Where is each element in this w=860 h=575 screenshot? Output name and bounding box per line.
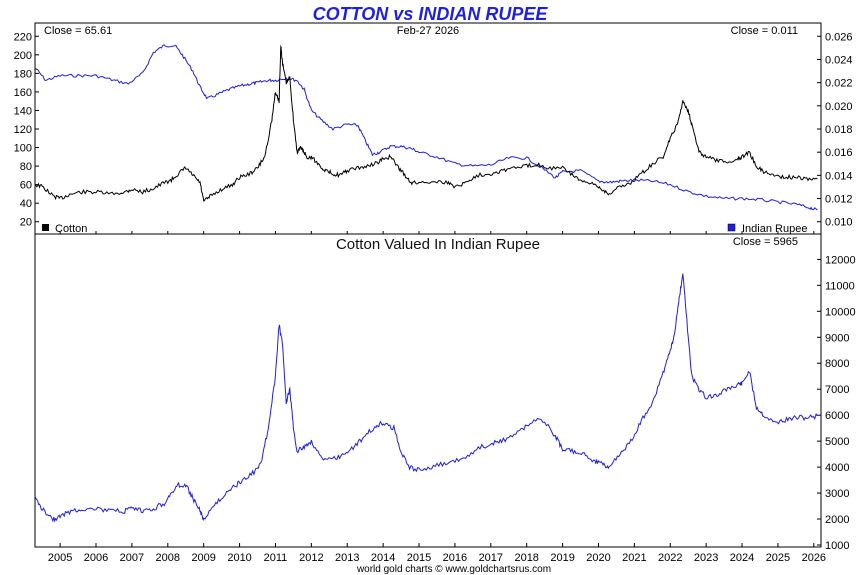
top-right-tick-label: 0.024 [825, 54, 853, 66]
legend-swatch-rupee [727, 223, 736, 232]
top-left-tick-label: 200 [14, 50, 32, 62]
bottom-right-tick-label: 8000 [825, 358, 849, 370]
x-tick-label: 2017 [479, 552, 503, 564]
x-tick-label: 2007 [120, 552, 144, 564]
footer-credit: world gold charts © www.goldchartsrus.co… [356, 564, 551, 575]
x-tick-label: 2025 [766, 552, 790, 564]
top-right-tick-label: 0.014 [825, 170, 853, 182]
bottom-right-tick-label: 9000 [825, 332, 849, 344]
bottom-right-axis: 1000 2000 3000 4000 5000 6000 7000 8000 9000 1000… [817, 254, 856, 552]
series-line-cotton-in-rupee [34, 273, 818, 523]
top-left-tick-label: 80 [20, 161, 32, 173]
top-right-tick-label: 0.010 [825, 217, 853, 229]
x-tick-label: 2023 [694, 552, 718, 564]
top-left-axis: 20 40 60 80 100 120 140 160 180 200 220 [14, 31, 39, 229]
x-tick-label: 2022 [658, 552, 682, 564]
bottom-close-right: Close = 5965 [733, 236, 798, 248]
x-tick-label: 2005 [48, 552, 72, 564]
series-group [34, 44, 818, 523]
bottom-right-tick-label: 1000 [825, 540, 849, 552]
top-left-tick-label: 180 [14, 68, 32, 80]
top-panel-frame [34, 22, 822, 235]
legend-label-rupee: Indian Rupee [742, 223, 807, 235]
x-axis: 2005 2006 2007 2008 2009 2010 2011 2012 2013 2014… [48, 231, 826, 564]
x-tick-label: 2008 [156, 552, 180, 564]
legend-label-cotton: Cotton [55, 223, 87, 235]
bottom-right-tick-label: 12000 [825, 254, 856, 266]
top-right-tick-label: 0.026 [825, 31, 853, 43]
top-close-left: Close = 65.61 [44, 25, 112, 37]
top-right-tick-label: 0.020 [825, 101, 853, 113]
x-tick-label: 2024 [730, 552, 754, 564]
top-left-tick-label: 40 [20, 198, 32, 210]
bottom-right-tick-label: 10000 [825, 306, 856, 318]
x-tick-label: 2021 [622, 552, 646, 564]
bottom-panel-title: Cotton Valued In Indian Rupee [336, 236, 540, 253]
x-tick-label: 2020 [586, 552, 610, 564]
top-left-tick-label: 220 [14, 31, 32, 43]
series-line-indian-rupee [34, 44, 818, 211]
x-tick-label: 2019 [550, 552, 574, 564]
bottom-right-tick-label: 2000 [825, 514, 849, 526]
x-tick-label: 2018 [514, 552, 538, 564]
x-tick-label: 2026 [802, 552, 826, 564]
bottom-right-tick-label: 7000 [825, 384, 849, 396]
chart-title: COTTON vs INDIAN RUPEE [313, 4, 549, 24]
top-left-tick-label: 100 [14, 143, 32, 155]
x-tick-label: 2013 [335, 552, 359, 564]
bottom-right-tick-label: 6000 [825, 410, 849, 422]
x-tick-label: 2014 [371, 552, 395, 564]
x-tick-label: 2006 [84, 552, 108, 564]
x-tick-label: 2015 [407, 552, 431, 564]
x-tick-label: 2010 [227, 552, 251, 564]
top-left-tick-label: 160 [14, 87, 32, 99]
top-right-tick-label: 0.016 [825, 147, 853, 159]
top-right-tick-label: 0.022 [825, 78, 853, 90]
bottom-right-tick-label: 5000 [825, 436, 849, 448]
legend-swatch-cotton [42, 224, 49, 231]
top-right-tick-label: 0.018 [825, 124, 853, 136]
top-close-right: Close = 0.011 [731, 25, 798, 37]
x-tick-label: 2016 [443, 552, 467, 564]
x-tick-label: 2011 [264, 552, 288, 564]
bottom-right-tick-label: 4000 [825, 462, 849, 474]
top-right-tick-label: 0.012 [825, 194, 853, 206]
series-line-cotton [34, 44, 818, 202]
top-right-axis: 0.010 0.012 0.014 0.016 0.018 0.020 0.022 0.024… [817, 31, 853, 229]
top-left-tick-label: 60 [20, 180, 32, 192]
x-tick-label: 2012 [299, 552, 323, 564]
top-left-tick-label: 120 [14, 124, 32, 136]
x-tick-label: 2009 [191, 552, 215, 564]
top-date-label: Feb-27 2026 [397, 25, 459, 37]
bottom-right-tick-label: 11000 [825, 280, 855, 292]
bottom-right-tick-label: 3000 [825, 488, 849, 500]
top-left-tick-label: 140 [14, 105, 32, 117]
bottom-panel-frame [34, 233, 822, 548]
top-left-tick-label: 20 [20, 217, 32, 229]
